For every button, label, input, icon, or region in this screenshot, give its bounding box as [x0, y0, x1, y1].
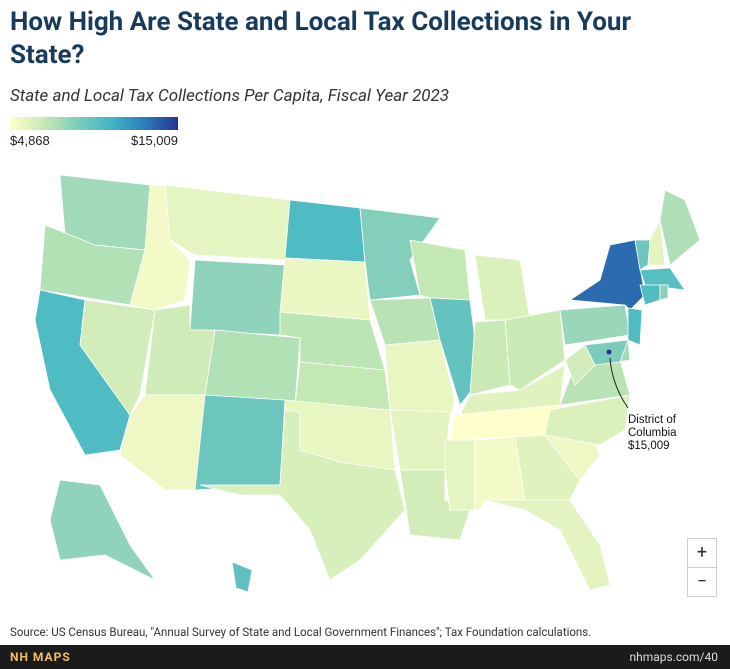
zoom-out[interactable]: −: [687, 567, 717, 597]
state: [279, 257, 371, 321]
state: [474, 254, 531, 321]
state: [49, 479, 156, 581]
state: [199, 409, 406, 581]
state: [204, 329, 301, 406]
state: [459, 364, 566, 416]
state: [659, 284, 669, 301]
state: [639, 267, 686, 291]
state: [484, 499, 611, 591]
legend-label: $4,868: [10, 133, 50, 148]
state: [504, 309, 566, 391]
state: [389, 409, 451, 471]
state: [568, 239, 646, 311]
brand: NH MAPS: [10, 650, 71, 664]
state: [189, 259, 286, 336]
state: [627, 307, 643, 346]
title: How High Are State and Local Tax Collect…: [10, 7, 631, 70]
annotation-arrow: [609, 357, 629, 409]
source: Source: US Census Bureau, "Annual Survey…: [10, 625, 592, 639]
state: [544, 394, 631, 446]
annotation-text: District of: [628, 414, 677, 426]
state: [231, 561, 253, 593]
state: [659, 189, 701, 266]
state: [284, 199, 366, 263]
annotation-value: $15,009: [628, 440, 670, 452]
state: [559, 304, 631, 346]
state: [384, 339, 456, 421]
dc-marker: [605, 348, 613, 356]
state: [409, 239, 471, 301]
state: [79, 299, 156, 416]
zoom-in[interactable]: +: [687, 538, 717, 568]
annotation-text: Columbia: [628, 427, 677, 439]
state: [639, 284, 661, 306]
state: [514, 434, 581, 501]
state: [369, 297, 441, 346]
state: [444, 439, 476, 511]
state: [469, 319, 511, 396]
url: nhmaps.com/40: [629, 650, 718, 664]
state: [194, 394, 286, 491]
subtitle: State and Local Tax Collections Per Capi…: [10, 86, 450, 106]
state: [164, 184, 291, 261]
legend-bar: [10, 117, 178, 130]
state: [647, 218, 666, 266]
legend-label: $15,009: [131, 133, 178, 148]
footer: NH MAPS nhmaps.com/40: [0, 645, 730, 669]
